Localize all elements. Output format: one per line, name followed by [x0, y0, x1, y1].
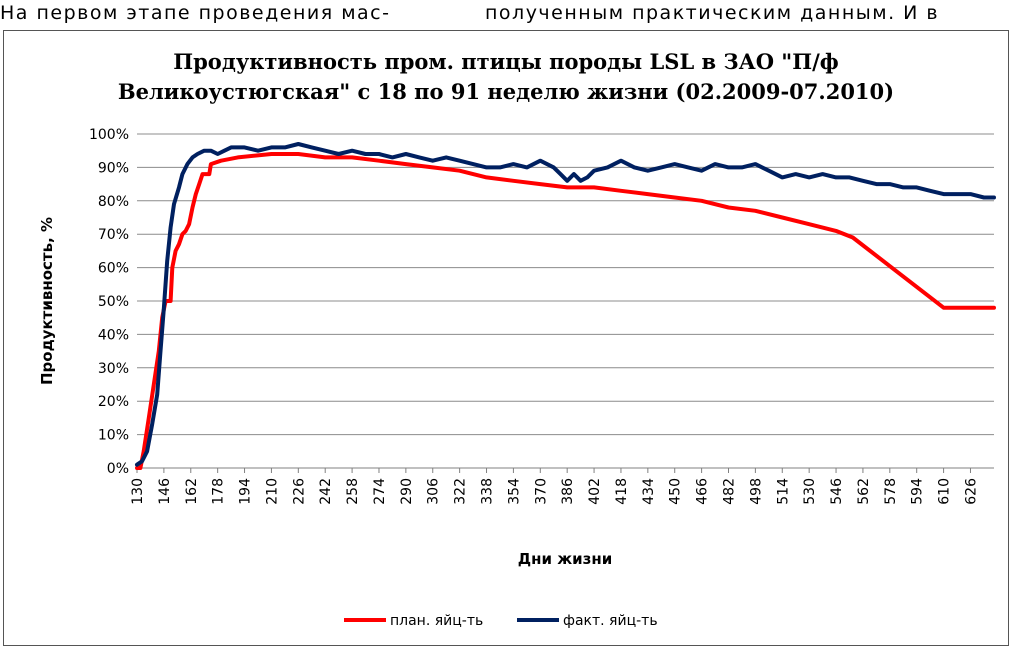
x-tick-label: 482: [721, 478, 737, 505]
x-tick-label: 514: [775, 478, 791, 505]
y-tick-label: 50%: [98, 294, 129, 310]
y-tick-label: 30%: [98, 361, 129, 377]
x-tick-label: 242: [318, 478, 334, 505]
x-tick-label: 162: [184, 478, 200, 505]
x-tick-label: 466: [695, 478, 711, 505]
x-tick-label: 546: [829, 478, 845, 505]
x-tick-label: 178: [211, 478, 227, 505]
y-tick-label: 90%: [98, 160, 129, 176]
x-axis-title: Дни жизни: [518, 550, 612, 568]
x-tick-label: 434: [641, 478, 657, 505]
x-tick-label: 610: [937, 478, 953, 505]
series-line-fact: [135, 142, 996, 467]
chart-title-line1: Продуктивность пром. птицы породы LSL в …: [173, 49, 838, 74]
grid-layer: [137, 133, 994, 469]
y-tick-label: 80%: [98, 194, 129, 210]
x-tick-label: 226: [291, 478, 307, 505]
x-tick-label: 386: [560, 478, 576, 505]
legend-label: план. яйц-ть: [390, 613, 483, 629]
y-tick-label: 60%: [98, 261, 129, 277]
y-axis-title: Продуктивность, %: [38, 217, 56, 385]
x-tick-label: 306: [426, 478, 442, 505]
x-tick-label: 530: [802, 478, 818, 505]
y-tick-label: 0%: [107, 461, 129, 477]
x-tick-label: 498: [748, 478, 764, 505]
page-text-left: На первом этапе проведения мас-: [0, 2, 391, 24]
x-tick-label: 210: [264, 478, 280, 505]
axis-layer: 0% 10% 20% 30% 40% 50% 60% 70% 80% 90% 100% 130 146 1…: [89, 127, 980, 505]
series-layer: [135, 142, 996, 470]
y-tick-label: 10%: [98, 428, 129, 444]
x-tick-label: 562: [856, 478, 872, 505]
y-tick-label: 20%: [98, 394, 129, 410]
y-tick-label: 100%: [89, 127, 129, 143]
legend: план. яйц-ть факт. яйц-ть: [344, 613, 658, 629]
x-tick-label: 338: [480, 478, 496, 505]
chart-frame: Продуктивность пром. птицы породы LSL в …: [3, 30, 1009, 646]
page-text-right: полученным практическим данным. И в: [485, 2, 940, 24]
x-tick-label: 322: [453, 478, 469, 505]
y-tick-label: 70%: [98, 227, 129, 243]
y-tick-label: 40%: [98, 327, 129, 343]
x-tick-label: 418: [614, 478, 630, 505]
x-tick-label: 194: [238, 478, 254, 505]
x-tick-label: 130: [130, 478, 146, 505]
x-tick-label: 354: [506, 478, 522, 505]
x-tick-label: 370: [533, 478, 549, 505]
x-tick-label: 258: [345, 478, 361, 505]
x-tick-label: 578: [883, 478, 899, 505]
chart-title-line2: Великоустюгская" с 18 по 91 неделю жизни…: [118, 79, 894, 104]
series-line-plan: [135, 152, 996, 470]
legend-label: факт. яйц-ть: [563, 613, 658, 629]
x-tick-label: 146: [157, 478, 173, 505]
x-tick-label: 402: [587, 478, 603, 505]
x-tick-label: 626: [963, 478, 979, 505]
x-tick-label: 594: [910, 478, 926, 505]
x-tick-label: 450: [668, 478, 684, 505]
x-tick-label: 290: [399, 478, 415, 505]
line-chart: Продуктивность пром. птицы породы LSL в …: [38, 49, 996, 629]
x-tick-label: 274: [372, 478, 388, 505]
